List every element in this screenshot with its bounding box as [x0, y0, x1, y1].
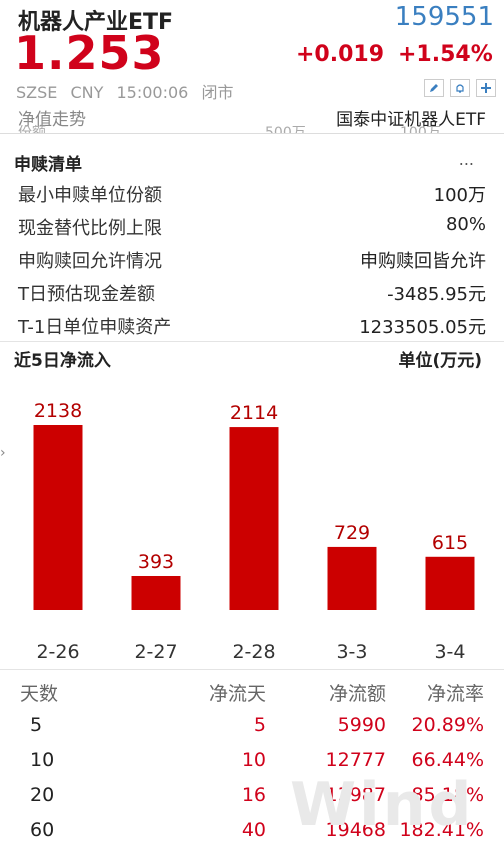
header-net-days: 净流天 — [208, 683, 266, 705]
cell-days: 20 — [30, 784, 55, 806]
exchange-label: SZSE — [16, 83, 58, 102]
bar-2-26 — [33, 425, 83, 610]
subscription-row: T-1日单位申赎资产 1233505.05元 — [0, 309, 504, 342]
row-value: 1233505.05元 — [359, 317, 486, 338]
row-value: -3485.95元 — [387, 284, 486, 305]
net-inflow-chart: 2138 2-26 393 2-27 2114 2-28 729 3-3 615 3-4 — [33, 400, 475, 663]
unit-label: 单位(万元) — [398, 351, 482, 371]
cell-net-rate: 85.18% — [411, 784, 484, 806]
table-row: 10 10 12777 66.44% — [0, 745, 504, 779]
last-price: 1.253 — [14, 26, 165, 80]
nav-trend-label: 净值走势 — [18, 110, 86, 130]
row-label: T日预估现金差额 — [18, 284, 155, 305]
section-divider — [0, 341, 504, 342]
subscription-list-title: 申赎清单 — [14, 155, 82, 175]
bar-3-4 — [425, 556, 475, 610]
bar-value-label: 615 — [432, 532, 468, 554]
row-value: 100万 — [433, 185, 486, 206]
cell-net-amount: 19468 — [325, 819, 386, 841]
cell-net-days: 5 — [253, 714, 266, 736]
quote-header: 机器人产业ETF 159551 1.253 +0.019 +1.54% SZSE… — [0, 0, 504, 103]
fund-full-name: 国泰中证机器人ETF — [336, 110, 486, 130]
bar-value-label: 393 — [138, 551, 174, 573]
row-value: 80% — [445, 214, 486, 235]
quote-meta: SZSE CNY 15:00:06 闭市 — [16, 79, 241, 103]
price-change: +0.019 — [296, 42, 385, 67]
subscription-row: T日预估现金差额 -3485.95元 — [0, 276, 504, 309]
bell-icon[interactable] — [450, 79, 470, 97]
quote-time: 15:00:06 — [116, 83, 189, 102]
row-label: 申购赎回允许情况 — [18, 251, 162, 272]
subscription-row: 最小申赎单位份额 100万 — [0, 177, 504, 210]
bar-value-label: 729 — [334, 522, 370, 544]
edit-icon[interactable] — [424, 79, 444, 97]
cell-days: 10 — [30, 749, 55, 771]
x-tick-label: 3-4 — [434, 641, 465, 663]
net-inflow-title: 近5日净流入 — [14, 351, 111, 371]
table-row: 60 40 19468 182.41% — [0, 815, 504, 849]
bar-2-27 — [131, 575, 181, 610]
x-tick-label: 3-3 — [336, 641, 367, 663]
table-header-row: 天数 净流天 净流额 净流率 — [0, 675, 504, 709]
chevron-right-icon[interactable]: › — [0, 445, 6, 461]
subscription-row: 现金替代比例上限 80% — [0, 210, 504, 243]
bar-value-label: 2114 — [230, 402, 278, 424]
header-net-amount: 净流额 — [328, 683, 386, 705]
cell-net-amount: 12777 — [325, 749, 386, 771]
shares-peek-value-2: 100万 — [400, 125, 441, 134]
cell-net-amount: 5990 — [337, 714, 386, 736]
fund-name: 机器人产业ETF — [18, 10, 174, 35]
header-net-rate: 净流率 — [426, 683, 484, 705]
bar-3-3 — [327, 546, 377, 610]
shares-peek-value-1: 500万 — [265, 125, 306, 134]
plus-icon[interactable] — [476, 79, 496, 97]
x-tick-label: 2-27 — [134, 641, 177, 663]
cell-days: 60 — [30, 819, 55, 841]
cell-days: 5 — [30, 714, 43, 736]
fund-code: 159551 — [394, 2, 494, 32]
table-row: 5 5 5990 20.89% — [0, 710, 504, 744]
cell-net-rate: 182.41% — [399, 819, 484, 841]
cell-net-amount: 13987 — [325, 784, 386, 806]
x-tick-label: 2-28 — [232, 641, 275, 663]
cell-net-rate: 20.89% — [411, 714, 484, 736]
bar-value-label: 2138 — [34, 400, 82, 422]
market-status: 闭市 — [201, 83, 234, 102]
currency-label: CNY — [70, 83, 104, 102]
cell-net-days: 40 — [241, 819, 266, 841]
nav-trend-row[interactable]: 净值走势 国泰中证机器人ETF 份额 500万 100万 — [0, 100, 504, 134]
x-tick-label: 2-26 — [36, 641, 79, 663]
watermark: Wind — [290, 770, 475, 840]
subscription-row: 申购赎回允许情况 申购赎回皆允许 — [0, 243, 504, 276]
row-label: 现金替代比例上限 — [18, 218, 162, 239]
header-actions — [424, 79, 496, 97]
header-days: 天数 — [20, 683, 59, 705]
row-label: T-1日单位申赎资产 — [18, 317, 172, 338]
section-divider — [0, 669, 504, 670]
more-button[interactable]: ... — [458, 150, 474, 169]
cell-net-rate: 66.44% — [411, 749, 484, 771]
row-label: 最小申赎单位份额 — [18, 185, 162, 206]
shares-peek-label: 份额 — [18, 125, 46, 134]
cell-net-days: 10 — [241, 749, 266, 771]
price-change-percent: +1.54% — [398, 42, 493, 67]
table-row: 20 16 13987 85.18% — [0, 780, 504, 814]
bar-2-28 — [229, 427, 279, 610]
row-value: 申购赎回皆允许 — [360, 251, 486, 272]
cell-net-days: 16 — [241, 784, 266, 806]
